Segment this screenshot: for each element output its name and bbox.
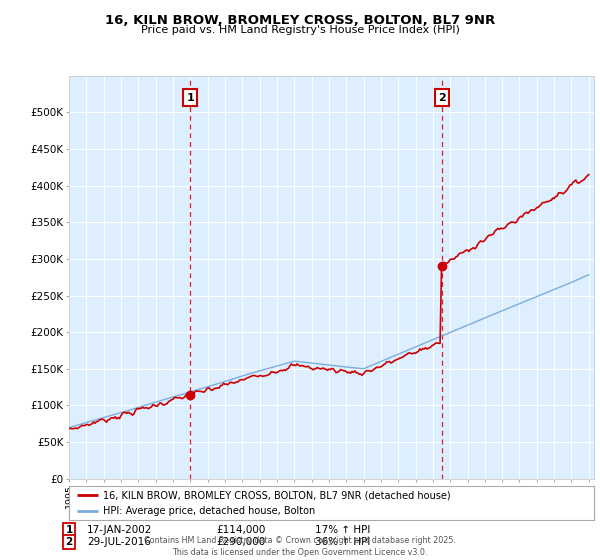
Text: 17% ↑ HPI: 17% ↑ HPI: [315, 525, 370, 535]
Text: 16, KILN BROW, BROMLEY CROSS, BOLTON, BL7 9NR: 16, KILN BROW, BROMLEY CROSS, BOLTON, BL…: [105, 14, 495, 27]
Text: Price paid vs. HM Land Registry's House Price Index (HPI): Price paid vs. HM Land Registry's House …: [140, 25, 460, 35]
Text: 29-JUL-2016: 29-JUL-2016: [87, 537, 151, 547]
Text: 1: 1: [187, 92, 194, 102]
Text: 16, KILN BROW, BROMLEY CROSS, BOLTON, BL7 9NR (detached house): 16, KILN BROW, BROMLEY CROSS, BOLTON, BL…: [103, 490, 451, 500]
Text: £114,000: £114,000: [216, 525, 265, 535]
Text: 1: 1: [65, 525, 73, 535]
Text: 2: 2: [437, 92, 445, 102]
Text: 17-JAN-2002: 17-JAN-2002: [87, 525, 152, 535]
Text: Contains HM Land Registry data © Crown copyright and database right 2025.
This d: Contains HM Land Registry data © Crown c…: [144, 536, 456, 557]
Text: 2: 2: [65, 537, 73, 547]
Text: £290,000: £290,000: [216, 537, 265, 547]
Text: 36% ↑ HPI: 36% ↑ HPI: [315, 537, 370, 547]
Text: HPI: Average price, detached house, Bolton: HPI: Average price, detached house, Bolt…: [103, 506, 316, 516]
